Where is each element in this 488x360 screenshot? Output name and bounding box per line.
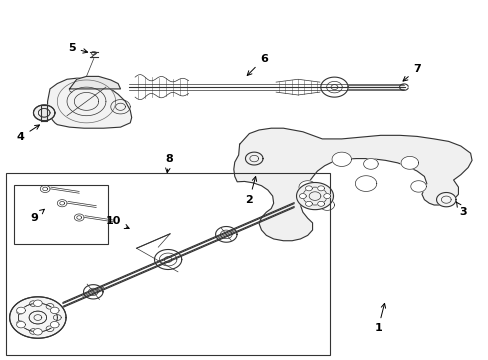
Text: 10: 10 [105,216,129,229]
Circle shape [17,321,25,328]
Circle shape [305,201,312,206]
Circle shape [410,181,426,192]
Text: 5: 5 [68,43,87,53]
Circle shape [331,152,351,166]
Circle shape [33,105,55,121]
Circle shape [317,201,324,206]
Circle shape [299,194,305,199]
Polygon shape [47,78,131,128]
Circle shape [17,307,25,314]
Circle shape [305,186,312,191]
Circle shape [323,194,330,199]
Circle shape [400,157,418,169]
Circle shape [50,307,59,314]
Circle shape [363,158,377,169]
Polygon shape [69,76,120,89]
Polygon shape [233,128,471,241]
Text: 9: 9 [30,209,44,222]
Text: 6: 6 [247,54,267,76]
Text: 7: 7 [402,64,420,81]
Circle shape [298,181,316,194]
Circle shape [296,183,333,210]
Circle shape [319,200,334,210]
Bar [6,173,329,355]
Circle shape [10,297,66,338]
Text: 8: 8 [165,154,173,172]
Circle shape [50,321,59,328]
Circle shape [317,186,324,191]
Circle shape [355,176,376,192]
Bar [14,185,108,244]
Text: 1: 1 [374,303,385,333]
Text: 3: 3 [455,202,466,217]
Circle shape [33,300,42,306]
Circle shape [436,193,455,207]
Text: 4: 4 [17,125,40,142]
Polygon shape [41,105,47,121]
Circle shape [33,329,42,335]
Text: 2: 2 [245,177,256,204]
